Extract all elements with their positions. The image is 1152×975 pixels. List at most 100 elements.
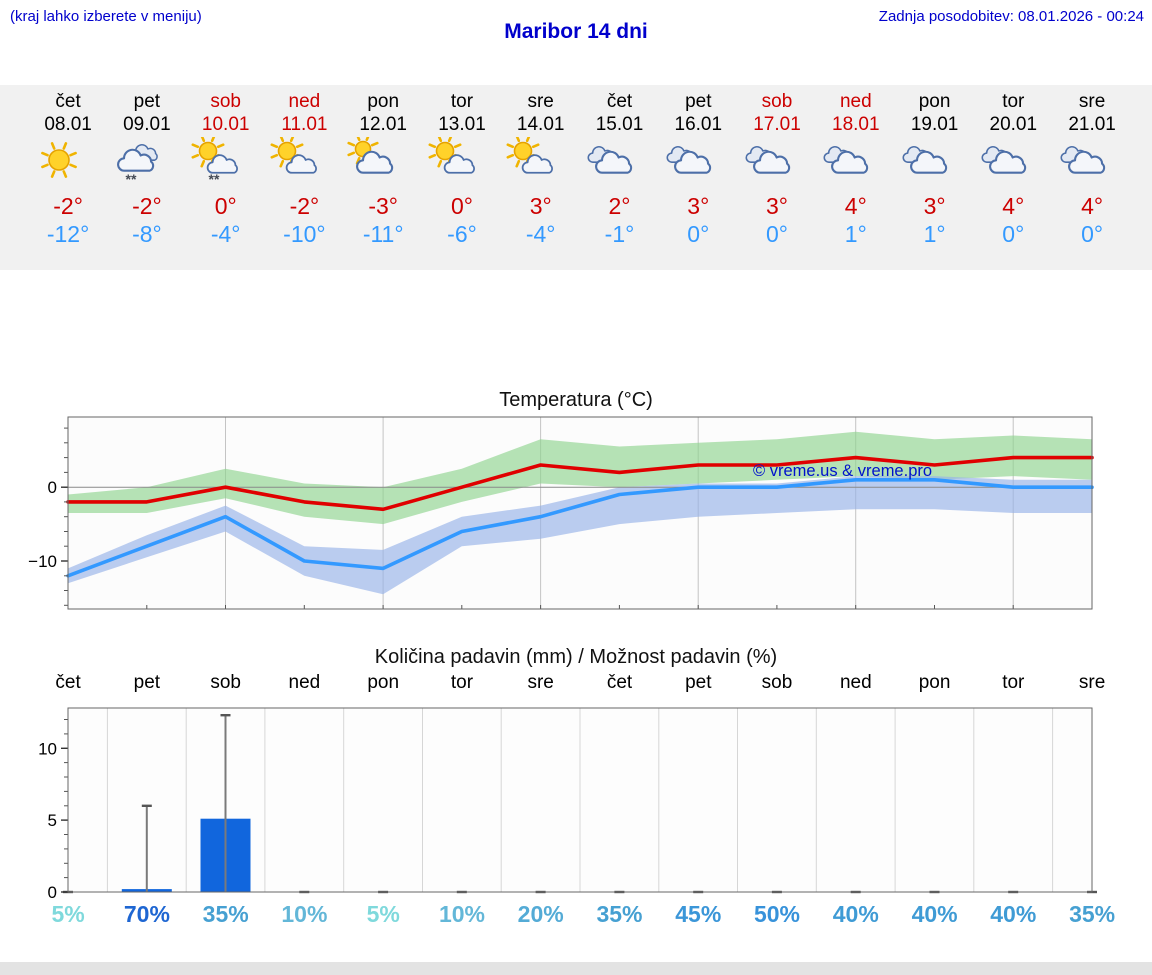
precip-probability: 35% (596, 901, 643, 927)
sun-cloud-snow-icon: ** (186, 137, 265, 189)
day-max-temp: -3° (368, 193, 399, 219)
copyright-watermark: © vreme.us & vreme.pro (753, 462, 932, 480)
day-max-temp: 3° (923, 193, 946, 219)
precip-probability: 50% (753, 901, 801, 927)
page-title: Maribor 14 dni (504, 20, 648, 43)
day-name: sre (1078, 91, 1106, 112)
cloudy-icon (816, 137, 895, 189)
day-name: pet (685, 91, 712, 112)
day-column: ned 18.01 4° 1° (816, 85, 895, 247)
day-min-temp: 0° (1081, 221, 1104, 247)
day-name: čet (606, 91, 633, 112)
day-column: sob 17.01 3° 0° (738, 85, 817, 247)
precip-probability: 35% (202, 901, 249, 927)
day-column: pet 09.01 ** -2° -8° (107, 85, 186, 247)
precip-probability: 40% (911, 901, 958, 927)
sun-cloud-icon (501, 137, 580, 189)
precip-probability: 20% (517, 901, 564, 927)
cloudy-icon (1053, 137, 1132, 189)
day-name: pon (367, 91, 400, 112)
day-min-temp: 0° (1002, 221, 1025, 247)
day-min-temp: -10° (283, 221, 326, 247)
day-max-temp: 3° (687, 193, 710, 219)
precip-probability: 40% (990, 901, 1037, 927)
day-min-temp: 1° (844, 221, 867, 247)
band-max-range (68, 431, 1092, 525)
precip-ytick-label: 5 (48, 811, 57, 830)
sun-cloud-icon (265, 137, 344, 189)
day-max-temp: 4° (1081, 193, 1104, 219)
day-name: ned (288, 91, 321, 112)
precip-day-label: čet (55, 672, 81, 693)
day-name: sob (761, 91, 793, 112)
day-name: ned (839, 91, 872, 112)
day-min-temp: 0° (687, 221, 710, 247)
cloudy-icon (974, 137, 1053, 189)
day-date: 15.01 (595, 114, 644, 135)
day-min-temp: -12° (46, 221, 90, 247)
day-min-temp: -6° (447, 221, 477, 247)
precip-ytick-label: 10 (38, 739, 57, 758)
day-min-temp: -4° (525, 221, 556, 247)
day-date: 14.01 (516, 114, 565, 135)
day-min-temp: -11° (362, 221, 404, 247)
svg-text:**: ** (126, 171, 137, 187)
precip-probability: 35% (1069, 901, 1116, 927)
cloudy-icon (580, 137, 659, 189)
day-column: pon 12.01 -3° -11° (344, 85, 423, 247)
precip-probability: 40% (832, 901, 879, 927)
day-date: 19.01 (910, 114, 959, 135)
footer-band (0, 962, 1152, 975)
precipitation-chart-title: Količina padavin (mm) / Možnost padavin … (374, 646, 778, 668)
day-column: ned 11.01 -2° -10° (265, 85, 344, 247)
day-date: 09.01 (123, 114, 171, 135)
temperature-chart: 0 −10 © vreme.us & vreme.pro (0, 405, 1152, 621)
day-name: sob (210, 91, 241, 112)
day-column: sre 14.01 3° -4° (501, 85, 580, 247)
day-date: 12.01 (359, 114, 407, 135)
cloud-sun-icon (344, 137, 423, 189)
day-name: pet (133, 91, 161, 112)
day-min-temp: -8° (132, 221, 162, 247)
precip-day-label: čet (606, 672, 633, 693)
day-max-temp: 0° (214, 193, 237, 219)
precip-day-label: tor (450, 672, 474, 693)
day-date: 16.01 (674, 114, 723, 135)
precip-day-label: sob (210, 672, 241, 693)
day-name: pon (918, 91, 951, 112)
day-max-temp: -2° (53, 193, 83, 219)
day-column: pon 19.01 3° 1° (895, 85, 974, 247)
sun-cloud-icon (423, 137, 502, 189)
precip-probability: 70% (123, 901, 170, 927)
precip-day-label: tor (1002, 672, 1025, 693)
day-column: čet 08.01 -2° -12° (29, 85, 108, 247)
day-date: 20.01 (989, 114, 1038, 135)
precip-day-label: pet (685, 672, 712, 693)
day-date: 17.01 (753, 114, 801, 135)
precip-day-label: ned (839, 672, 872, 693)
day-date: 18.01 (832, 114, 880, 135)
day-min-temp: -4° (210, 221, 241, 247)
precip-ytick-label: 0 (48, 883, 57, 900)
precip-probability: 10% (281, 901, 328, 927)
day-max-temp: 4° (844, 193, 867, 219)
precip-day-label: ned (288, 672, 321, 693)
day-max-temp: -2° (289, 193, 320, 219)
day-name: sre (527, 91, 554, 112)
band-min-range (68, 476, 1092, 595)
temp-ytick-label: 0 (48, 478, 57, 497)
day-column: tor 20.01 4° 0° (974, 85, 1053, 247)
precip-probability-row: 5% 70% 35% 10% 5% 10% 20% 35% 45% 50% 40% 40% 40% 35% (0, 901, 1152, 929)
day-min-temp: 0° (766, 221, 788, 247)
precip-day-axis: čet pet sob ned pon tor sre čet pet sob ned pon tor s… (0, 671, 1152, 695)
day-column: čet 15.01 2° -1° (580, 85, 659, 247)
precipitation-chart: 0 5 10 (0, 700, 1152, 900)
day-date: 11.01 (281, 114, 328, 135)
day-max-temp: -2° (132, 193, 162, 219)
cloud-snow-icon: ** (107, 137, 186, 189)
precip-day-label: sob (761, 672, 793, 693)
precip-day-label: pon (918, 672, 951, 693)
day-min-temp: -1° (604, 221, 635, 247)
day-name: čet (55, 91, 81, 112)
forecast-strip: čet 08.01 -2° -12° pet 09.01 ** -2° -8° sob 10.01 *… (0, 85, 1152, 270)
